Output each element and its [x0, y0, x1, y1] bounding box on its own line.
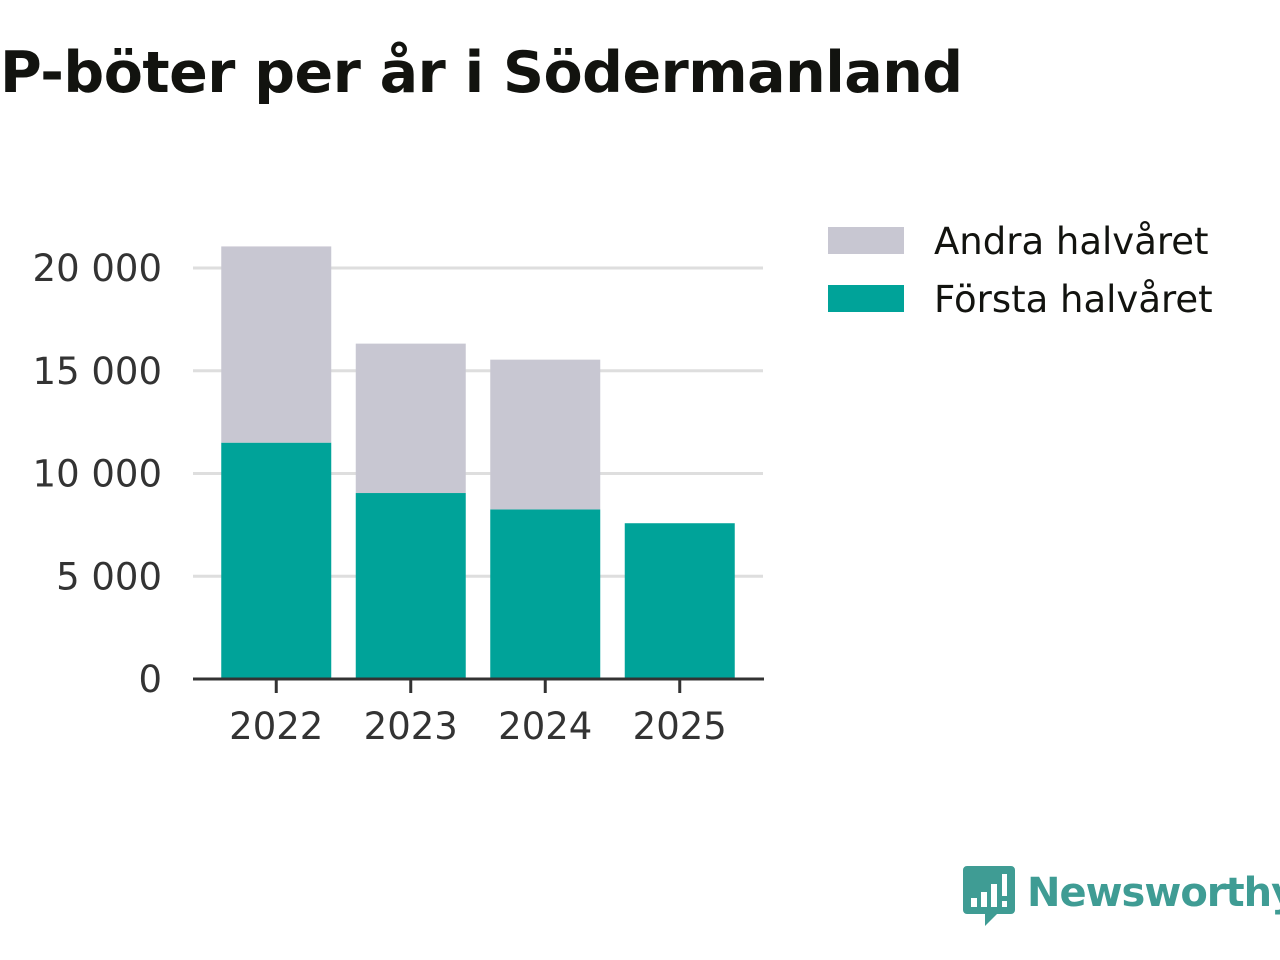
bar-2022-andra: [221, 246, 332, 443]
chart-title: P-böter per år i Södermanland: [0, 40, 963, 106]
legend-swatch: [828, 285, 904, 312]
legend: Andra halvåret Första halvåret: [828, 220, 1213, 321]
x-tick-label: 2022: [229, 705, 323, 748]
legend-swatch: [828, 227, 904, 254]
y-tick-label: 15 000: [33, 350, 162, 393]
y-tick-label: 0: [138, 658, 162, 701]
bar-2023-forsta: [355, 493, 466, 679]
x-tick-label: 2025: [633, 705, 727, 748]
bar-2022-forsta: [221, 442, 332, 679]
newsworthy-brand: Newsworthy: [963, 865, 1280, 929]
y-tick-label: 10 000: [33, 453, 162, 496]
x-tick-label: 2024: [498, 705, 592, 748]
bar-2024-forsta: [490, 509, 601, 679]
bar-2023-andra: [355, 343, 466, 494]
legend-label: Andra halvåret: [934, 220, 1209, 263]
legend-label: Första halvåret: [934, 278, 1213, 321]
bars: [221, 246, 735, 679]
newsworthy-logo-icon: [963, 866, 1015, 926]
x-tick-label: 2023: [364, 705, 458, 748]
y-tick-label: 20 000: [33, 247, 162, 290]
brand-name: Newsworthy: [1027, 870, 1280, 916]
y-tick-label: 5 000: [56, 555, 162, 598]
axes: 0 5 000 10 000 15 000 20 000 2022 2023 2024 2025: [33, 247, 764, 748]
bar-2024-andra: [490, 359, 601, 510]
bar-2025-forsta: [624, 523, 735, 679]
